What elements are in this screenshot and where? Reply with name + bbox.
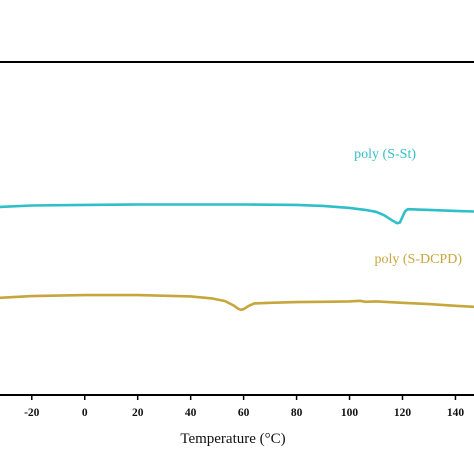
- x-tick-label: 140: [447, 407, 465, 419]
- x-tick-label: 80: [291, 407, 303, 419]
- x-tick-label: 0: [82, 407, 88, 419]
- series-lines: [0, 203, 474, 312]
- x-axis-ticks: [31, 395, 457, 400]
- series-label-poly-s-st: poly (S-St): [354, 147, 416, 162]
- x-tick-label: -20: [24, 407, 40, 419]
- x-tick-label: 20: [132, 407, 144, 419]
- series-line-poly-s-st: [0, 203, 474, 225]
- series-line-poly-s-dcpd: [0, 293, 474, 312]
- x-tick-label: 100: [341, 407, 359, 419]
- x-tick-label: 40: [185, 407, 197, 419]
- x-axis-tick-labels: -20 0 20 40 60 80 100 120 140: [24, 407, 464, 419]
- x-axis-title: Temperature (°C): [180, 431, 285, 447]
- series-label-poly-s-dcpd: poly (S-DCPD): [374, 252, 462, 267]
- x-tick-label: 60: [238, 407, 250, 419]
- x-tick-label: 120: [394, 407, 412, 419]
